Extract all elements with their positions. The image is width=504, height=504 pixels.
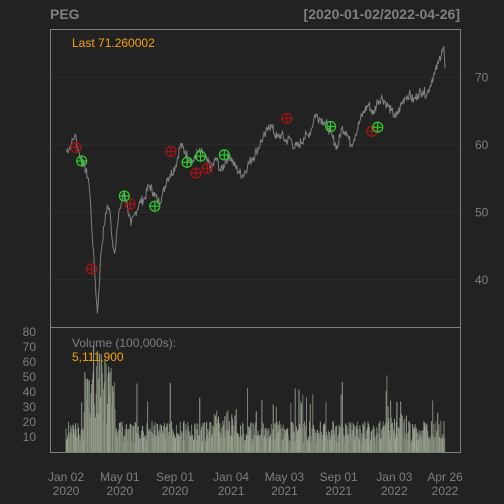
- x-tick-label: Sep 01: [320, 470, 358, 484]
- x-tick-year: 2021: [218, 484, 245, 498]
- sell-signal-marker: [201, 162, 213, 174]
- x-tick-year: 2020: [106, 484, 133, 498]
- volume-bars: [65, 345, 446, 452]
- volume-tick-label: 40: [23, 385, 37, 399]
- x-tick-label: Sep 01: [156, 470, 194, 484]
- x-tick-label: Jan 03: [376, 470, 412, 484]
- buy-signal-marker: [118, 190, 130, 202]
- sell-signal-marker: [124, 198, 136, 210]
- price-series-line: [65, 45, 446, 314]
- volume-last-value: 5,111,900: [72, 350, 124, 364]
- price-tick-label: 50: [475, 205, 489, 219]
- x-tick-year: 2020: [162, 484, 189, 498]
- last-price-label: Last 71.260002: [72, 36, 155, 50]
- sell-signal-marker: [70, 141, 82, 154]
- x-tick-label: Apr 26: [427, 470, 463, 484]
- price-tick-label: 40: [475, 273, 489, 287]
- buy-signal-marker: [194, 150, 207, 162]
- sell-signal-marker: [281, 112, 293, 125]
- x-tick-year: 2021: [271, 484, 298, 498]
- buy-signal-marker: [218, 149, 230, 161]
- buy-signal-marker: [372, 121, 384, 133]
- x-tick-year: 2022: [432, 484, 459, 498]
- volume-tick-label: 30: [23, 400, 37, 414]
- x-tick-year: 2022: [381, 484, 408, 498]
- volume-tick-label: 80: [23, 325, 37, 339]
- sell-signal-marker: [190, 167, 202, 179]
- buy-signal-marker: [149, 200, 161, 212]
- volume-tick-label: 70: [23, 340, 37, 354]
- sell-signal-marker: [165, 145, 177, 158]
- volume-tick-label: 20: [23, 415, 37, 429]
- chart-symbol: PEG: [50, 6, 80, 22]
- x-tick-label: Jan 02: [48, 470, 84, 484]
- x-tick-label: May 01: [100, 470, 140, 484]
- price-tick-label: 70: [475, 70, 489, 84]
- volume-tick-label: 60: [23, 355, 37, 369]
- sell-signal-marker: [85, 263, 98, 275]
- chart-date-range: [2020-01-02/2022-04-26]: [304, 6, 460, 22]
- volume-tick-label: 50: [23, 370, 37, 384]
- trade-signal-markers: [70, 112, 384, 275]
- x-tick-label: Jan 04: [213, 470, 249, 484]
- buy-signal-marker: [181, 156, 193, 168]
- x-tick-label: May 03: [265, 470, 305, 484]
- buy-signal-marker: [325, 120, 337, 133]
- buy-signal-marker: [76, 155, 88, 167]
- price-y-axis: 40 50 60 70: [475, 70, 489, 287]
- volume-panel-frame: [50, 327, 461, 453]
- volume-title: Volume (100,000s):: [72, 336, 176, 350]
- x-tick-year: 2021: [325, 484, 352, 498]
- x-tick-year: 2020: [53, 484, 80, 498]
- volume-tick-label: 10: [23, 430, 37, 444]
- price-panel-frame: [50, 29, 461, 328]
- price-tick-label: 60: [475, 138, 489, 152]
